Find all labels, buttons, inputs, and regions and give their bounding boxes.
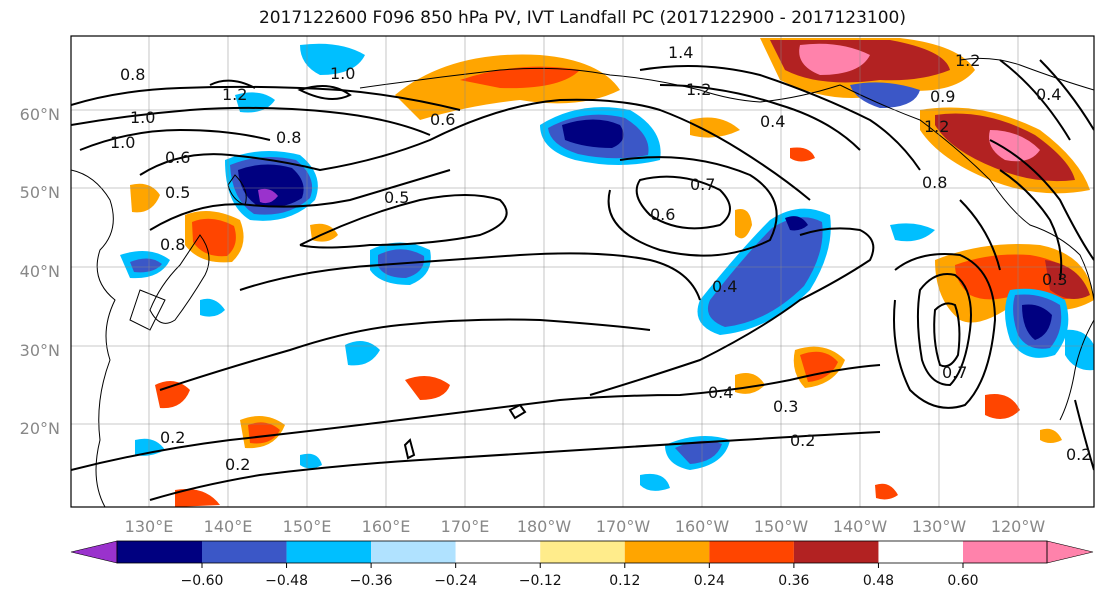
longitude-label: 160°W [675,517,730,536]
contour-label: 1.2 [686,80,711,99]
contour-label: 1.0 [330,64,355,83]
latitude-label: 40°N [20,262,60,281]
map-title: 2017122600 F096 850 hPa PV, IVT Landfall… [258,8,906,28]
contour-label: 0.2 [225,455,250,474]
contour-labels: 0.8 1.0 1.2 1.0 0.6 0.5 0.8 1.0 0.8 0.5 … [110,43,1091,474]
colorbar-tick-label: 0.36 [778,573,809,589]
longitude-label: 130°W [912,517,967,536]
colorbar-extend-max [1046,540,1094,564]
colorbar-tick-label: 0.60 [947,573,978,589]
colorbar-outline [116,540,1048,564]
colorbar-swatch [286,541,372,563]
colorbar-swatch [202,541,287,563]
contour-label: 0.7 [942,363,967,382]
longitude-labels: 130°E 140°E 150°E 160°E 170°E 180°W 170°… [125,517,1046,536]
contour-label: 0.2 [160,428,185,447]
longitude-label: 160°E [362,517,411,536]
contour-label: 0.9 [930,87,955,106]
colorbar-tick-label: 0.12 [609,573,640,589]
colorbar-swatch [455,541,541,563]
contour-label: 0.5 [165,183,190,202]
contour-label: 0.6 [165,148,190,167]
longitude-label: 140°E [204,517,253,536]
map-frame [70,35,1095,508]
colorbar-swatch [793,541,879,563]
colorbar: −0.60 −0.48 −0.36 −0.24 −0.12 0.12 0.24 0.36 0.4… [70,540,1094,589]
colorbar-swatch [709,541,794,563]
contour-label: 1.0 [130,108,155,127]
longitude-label: 170°W [596,517,651,536]
contour-label: 0.2 [1066,445,1091,464]
colorbar-tick-label: −0.36 [350,573,393,589]
colorbar-tick-label: 0.24 [694,573,725,589]
colorbar-swatch [371,541,456,563]
colorbar-extend-min [70,540,118,564]
latitude-label: 20°N [20,419,60,438]
contour-label: 1.4 [668,43,693,62]
contour-label: 0.4 [712,277,737,296]
contour-label: 1.2 [955,51,980,70]
ivt-contours [71,59,1094,501]
colorbar-tick-label: −0.12 [519,573,562,589]
contour-label: 0.6 [650,205,675,224]
contour-label: 1.0 [110,133,135,152]
contour-label: 0.5 [384,188,409,207]
colorbar-swatch [963,541,1047,563]
contour-label: 0.4 [760,112,785,131]
colorbar-tick-label: −0.60 [181,573,224,589]
longitude-label: 150°E [283,517,332,536]
contour-label: 0.8 [922,173,947,192]
latitude-label: 30°N [20,341,60,360]
contour-label: 0.7 [690,175,715,194]
contour-label: 0.8 [276,128,301,147]
contour-label: 0.3 [1042,270,1067,289]
longitude-label: 130°E [125,517,174,536]
longitude-label: 140°W [833,517,888,536]
contour-label: 0.8 [160,235,185,254]
contour-label: 0.4 [708,383,733,402]
contour-label: 0.4 [1036,85,1061,104]
contour-label: 1.2 [222,85,247,104]
contour-label: 0.2 [790,431,815,450]
map-panel: 0.8 1.0 1.2 1.0 0.6 0.5 0.8 1.0 0.8 0.5 … [70,35,1095,508]
colorbar-swatch [540,541,625,563]
colorbar-tick-label: 0.48 [863,573,894,589]
contour-label: 0.3 [773,397,798,416]
colorbar-swatch [624,541,710,563]
contour-label: 0.6 [430,110,455,129]
longitude-label: 180°W [517,517,572,536]
colorbar-tick-label: −0.24 [434,573,477,589]
colorbar-tick-label: −0.48 [265,573,308,589]
colorbar-swatch [117,541,202,563]
longitude-label: 150°W [754,517,809,536]
contour-label: 1.2 [924,117,949,136]
contour-label: 0.8 [120,65,145,84]
longitude-label: 120°W [991,517,1046,536]
latitude-label: 50°N [20,183,60,202]
longitude-label: 170°E [441,517,490,536]
latitude-label: 60°N [20,105,60,124]
latitude-labels: 60°N 50°N 40°N 30°N 20°N [20,105,60,438]
